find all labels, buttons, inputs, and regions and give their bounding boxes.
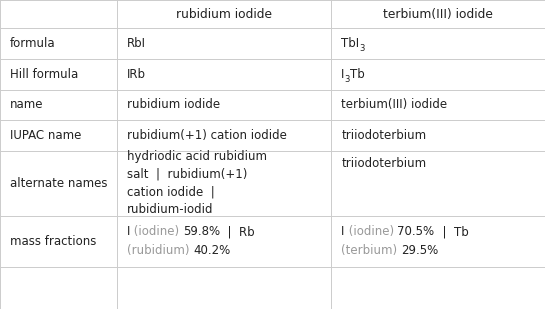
Text: 29.5%: 29.5% bbox=[401, 244, 438, 257]
Text: (iodine): (iodine) bbox=[344, 225, 397, 239]
Text: I: I bbox=[127, 225, 130, 239]
Text: 59.8%: 59.8% bbox=[183, 225, 220, 239]
Text: 3: 3 bbox=[344, 75, 350, 84]
Text: mass fractions: mass fractions bbox=[10, 235, 96, 248]
Text: triiodoterbium: triiodoterbium bbox=[341, 129, 426, 142]
Text: alternate names: alternate names bbox=[10, 177, 107, 190]
Text: formula: formula bbox=[10, 37, 56, 50]
Text: |  Rb: | Rb bbox=[220, 225, 255, 239]
Text: RbI: RbI bbox=[127, 37, 146, 50]
Text: 70.5%: 70.5% bbox=[397, 225, 434, 239]
Text: hydriodic acid rubidium
salt  |  rubidium(+1)
cation iodide  |
rubidium-iodid: hydriodic acid rubidium salt | rubidium(… bbox=[127, 150, 267, 216]
Text: I: I bbox=[341, 68, 344, 81]
Text: 40.2%: 40.2% bbox=[193, 244, 231, 257]
Text: (iodine): (iodine) bbox=[130, 225, 183, 239]
Text: rubidium(+1) cation iodide: rubidium(+1) cation iodide bbox=[127, 129, 287, 142]
Text: terbium(III) iodide: terbium(III) iodide bbox=[383, 8, 493, 21]
Text: Hill formula: Hill formula bbox=[10, 68, 78, 81]
Text: TbI: TbI bbox=[341, 37, 359, 50]
Text: I: I bbox=[341, 225, 344, 239]
Text: IRb: IRb bbox=[127, 68, 146, 81]
Text: (terbium): (terbium) bbox=[341, 244, 401, 257]
Text: rubidium iodide: rubidium iodide bbox=[127, 98, 220, 112]
Text: rubidium iodide: rubidium iodide bbox=[176, 8, 272, 21]
Text: IUPAC name: IUPAC name bbox=[10, 129, 81, 142]
Text: Tb: Tb bbox=[350, 68, 365, 81]
Text: triiodoterbium: triiodoterbium bbox=[341, 157, 426, 170]
Text: (rubidium): (rubidium) bbox=[127, 244, 193, 257]
Text: terbium(III) iodide: terbium(III) iodide bbox=[341, 98, 447, 112]
Text: |  Tb: | Tb bbox=[434, 225, 468, 239]
Text: name: name bbox=[10, 98, 43, 112]
Text: 3: 3 bbox=[359, 44, 365, 53]
